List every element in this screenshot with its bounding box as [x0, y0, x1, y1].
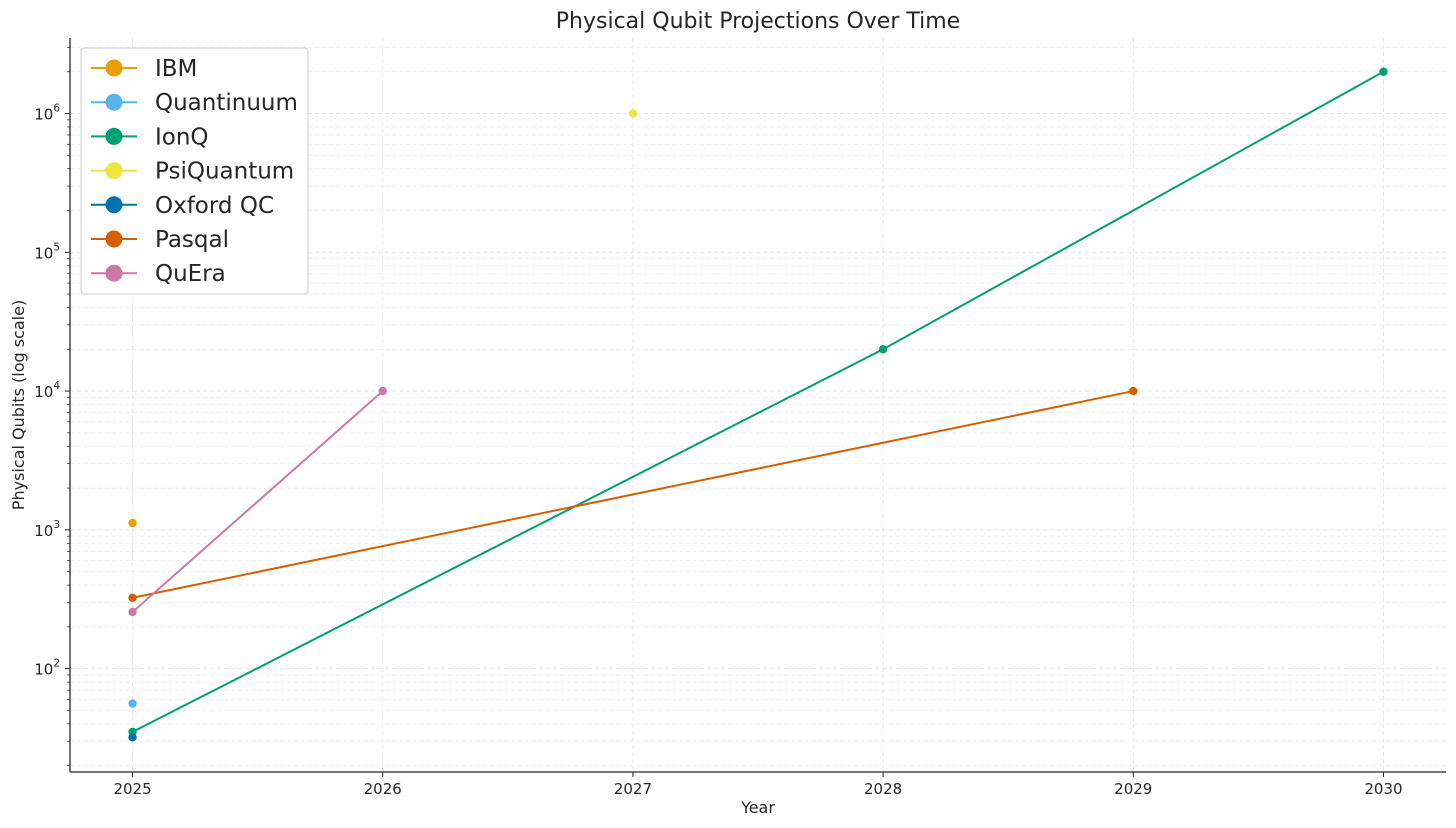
- y-tick-label: 102: [34, 658, 60, 679]
- data-point-ibm: [128, 518, 137, 528]
- y-axis-title: Physical Qubits (log scale): [9, 300, 28, 510]
- data-point-pasqal: [128, 593, 137, 602]
- data-point-ionq: [1379, 67, 1388, 76]
- series-line-pasqal: [132, 390, 1134, 599]
- legend-marker: [105, 264, 123, 282]
- series-line-quera: [131, 390, 384, 613]
- x-ticks: 2025 2026 2027 2028 2029 2030: [113, 772, 1403, 798]
- series-ibm: [128, 518, 137, 528]
- y-ticks: 102 103 104 105 106: [34, 46, 70, 766]
- legend-marker: [105, 93, 123, 111]
- legend-item-ionq: IonQ: [91, 124, 209, 150]
- x-tick-label: 2027: [614, 780, 652, 798]
- series-pasqal: [128, 386, 1138, 602]
- series-oxford-qc: [128, 733, 137, 742]
- y-tick-label: 105: [34, 241, 60, 262]
- data-point-pasqal: [1129, 386, 1138, 396]
- data-point-psiquantum: [628, 109, 638, 118]
- x-tick-label: 2026: [364, 780, 402, 798]
- legend-item-quantinuum: Quantinuum: [91, 90, 298, 116]
- data-point-oxford-qc: [128, 733, 137, 742]
- legend-marker: [105, 196, 123, 214]
- chart-title: Physical Qubit Projections Over Time: [556, 9, 960, 34]
- legend-item-quera: QuEra: [91, 261, 226, 287]
- series-psiquantum: [628, 109, 638, 118]
- series-quera: [128, 386, 387, 617]
- y-tick-label: 106: [34, 103, 60, 124]
- legend-label: IonQ: [155, 124, 209, 150]
- series-ionq: [128, 67, 1388, 737]
- x-tick-label: 2025: [113, 780, 151, 798]
- x-tick-label: 2029: [1114, 780, 1152, 798]
- x-axis-title: Year: [740, 798, 775, 817]
- axes: [69, 38, 1446, 773]
- legend-item-psiquantum: PsiQuantum: [91, 159, 294, 185]
- legend-item-oxford-qc: Oxford QC: [91, 193, 274, 219]
- legend-item-ibm: IBM: [91, 56, 197, 82]
- data-point-quantinuum: [128, 699, 137, 708]
- data-point-ionq: [878, 345, 888, 354]
- series-quantinuum: [128, 699, 137, 708]
- y-tick-label: 103: [34, 519, 60, 540]
- x-tick-label: 2028: [864, 780, 902, 798]
- legend-label: IBM: [155, 56, 197, 82]
- legend-label: Quantinuum: [155, 90, 298, 116]
- series-line-ionq: [132, 70, 1384, 733]
- y-tick-label: 104: [34, 380, 60, 401]
- legend-marker: [105, 230, 123, 248]
- legend-label: QuEra: [155, 261, 226, 287]
- legend-marker: [105, 127, 123, 145]
- data-point-quera: [128, 607, 137, 617]
- legend-label: Pasqal: [155, 227, 229, 253]
- legend-item-pasqal: Pasqal: [91, 227, 229, 253]
- legend-label: Oxford QC: [155, 193, 274, 219]
- data-point-quera: [378, 386, 387, 396]
- legend-marker: [105, 162, 123, 180]
- legend-box: [80, 47, 309, 295]
- series-layer: [128, 67, 1388, 742]
- legend-marker: [105, 59, 123, 77]
- legend: IBM Quantinuum IonQ PsiQuantum Oxford QC Pasq…: [80, 47, 309, 295]
- legend-label: PsiQuantum: [155, 159, 294, 185]
- x-tick-label: 2030: [1364, 780, 1402, 798]
